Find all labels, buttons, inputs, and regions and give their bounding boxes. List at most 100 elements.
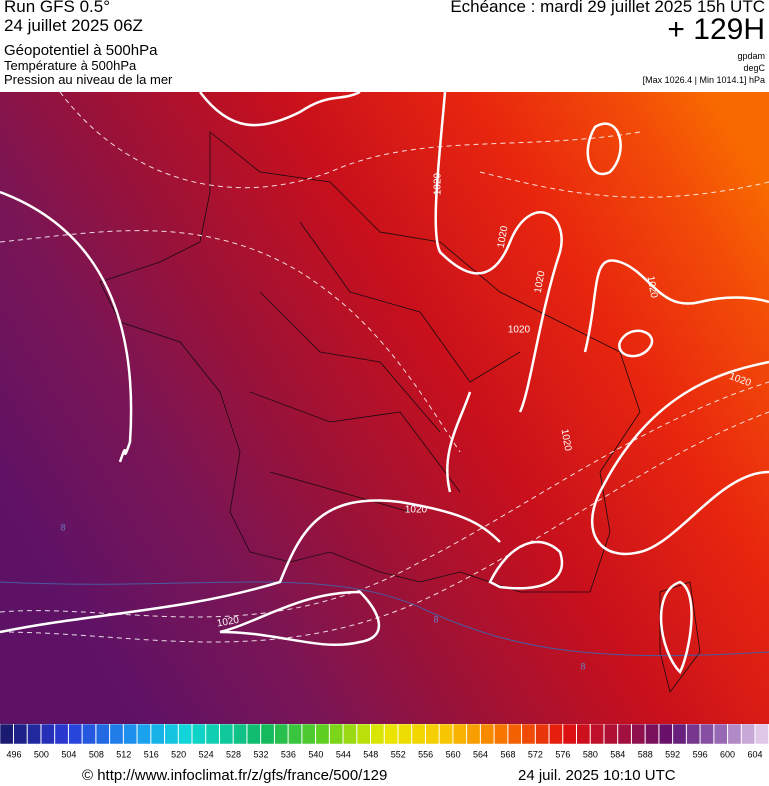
color-swatch [397,724,412,745]
color-swatch [494,724,508,745]
color-swatch [576,724,591,745]
color-swatch [274,724,289,745]
color-swatch [137,724,151,745]
scale-label: 500 [34,749,49,759]
color-swatch [329,724,344,745]
color-swatch [192,724,206,745]
field-label: Température à 500hPa [4,58,137,73]
color-swatch [301,724,316,745]
color-swatch [54,724,69,745]
color-swatch [645,724,659,745]
color-swatch [123,724,138,745]
color-swatch [507,724,522,745]
scale-label: 524 [199,749,214,759]
scale-label: 556 [418,749,433,759]
color-swatch [727,724,742,745]
scale-label: 584 [610,749,625,759]
color-swatch [68,724,83,745]
color-swatch [411,724,426,745]
scale-label: 520 [171,749,186,759]
color-swatch [356,724,371,745]
color-swatch [603,724,618,745]
isobar-label: 1020 [508,325,531,336]
color-swatch [82,724,96,745]
isobar-label: 1020 [216,615,240,630]
run-title: Run GFS 0.5° [4,0,111,16]
scale-label: 508 [89,749,104,759]
coastlines [99,131,701,693]
scale-label: 516 [144,749,159,759]
scale-label: 596 [693,749,708,759]
isobar-label: 1020 [496,225,511,249]
color-swatch [40,724,55,745]
color-swatch [439,724,453,745]
color-swatch [150,724,165,745]
scale-label: 552 [391,749,406,759]
color-swatch [164,724,179,745]
color-swatch [452,724,467,745]
scale-label: 536 [281,749,296,759]
isotherm [0,581,769,657]
isotherm-label: 8 [580,661,585,671]
scale-label: 564 [473,749,488,759]
lead-time: + 129H [667,13,765,46]
scale-label: 544 [336,749,351,759]
isobar-label: 1020 [433,172,444,195]
color-swatch [246,724,261,745]
scale-label: 548 [363,749,378,759]
color-swatch [370,724,385,745]
color-swatch [205,724,220,745]
field-label: Pression au niveau de la mer [4,72,173,87]
color-swatch [631,724,646,745]
color-swatch [384,724,398,745]
field-label: Géopotentiel à 500hPa [4,42,158,59]
isotherm-label: 8 [60,522,65,532]
scale-label: 572 [528,749,543,759]
color-swatch [219,724,234,745]
scale-label: 532 [253,749,268,759]
pressure-isobars [0,92,769,675]
color-swatch [549,724,563,745]
run-date: 24 juillet 2025 06Z [4,16,143,35]
scale-label: 496 [6,749,21,759]
color-swatch [260,724,275,745]
color-swatch [713,724,728,745]
temperature-isotherms [0,92,769,643]
scale-label: 592 [665,749,680,759]
isotherm-label: 8 [433,614,438,624]
color-swatch [521,724,536,745]
color-swatch [343,724,357,745]
isobar-label: 1020 [645,275,660,299]
color-swatch [233,724,247,745]
color-swatch [562,724,577,745]
scale-label: 576 [555,749,570,759]
unit-label: degC [743,63,765,73]
color-swatch [700,724,714,745]
color-swatch [425,724,440,745]
color-swatch [658,724,673,745]
scale-label: 560 [446,749,461,759]
color-swatch [480,724,495,745]
color-swatch [288,724,302,745]
scale-label: 588 [638,749,653,759]
color-swatch [686,724,701,745]
color-swatch [315,724,330,745]
timestamp: 24 juil. 2025 10:10 UTC [518,767,676,784]
scale-label: 568 [500,749,515,759]
color-swatch [617,724,632,745]
color-swatch [672,724,687,745]
scale-label: 600 [720,749,735,759]
scale-label: 604 [747,749,762,759]
scale-label: 512 [116,749,131,759]
isobar-label: 1020 [405,505,428,516]
scale-label: 528 [226,749,241,759]
unit-label: gpdam [737,51,765,61]
color-swatch [590,724,604,745]
color-swatch [27,724,41,745]
color-swatch [466,724,481,745]
color-swatch [13,724,28,745]
isobar-label: 1020 [559,428,574,452]
color-swatch [0,724,14,745]
